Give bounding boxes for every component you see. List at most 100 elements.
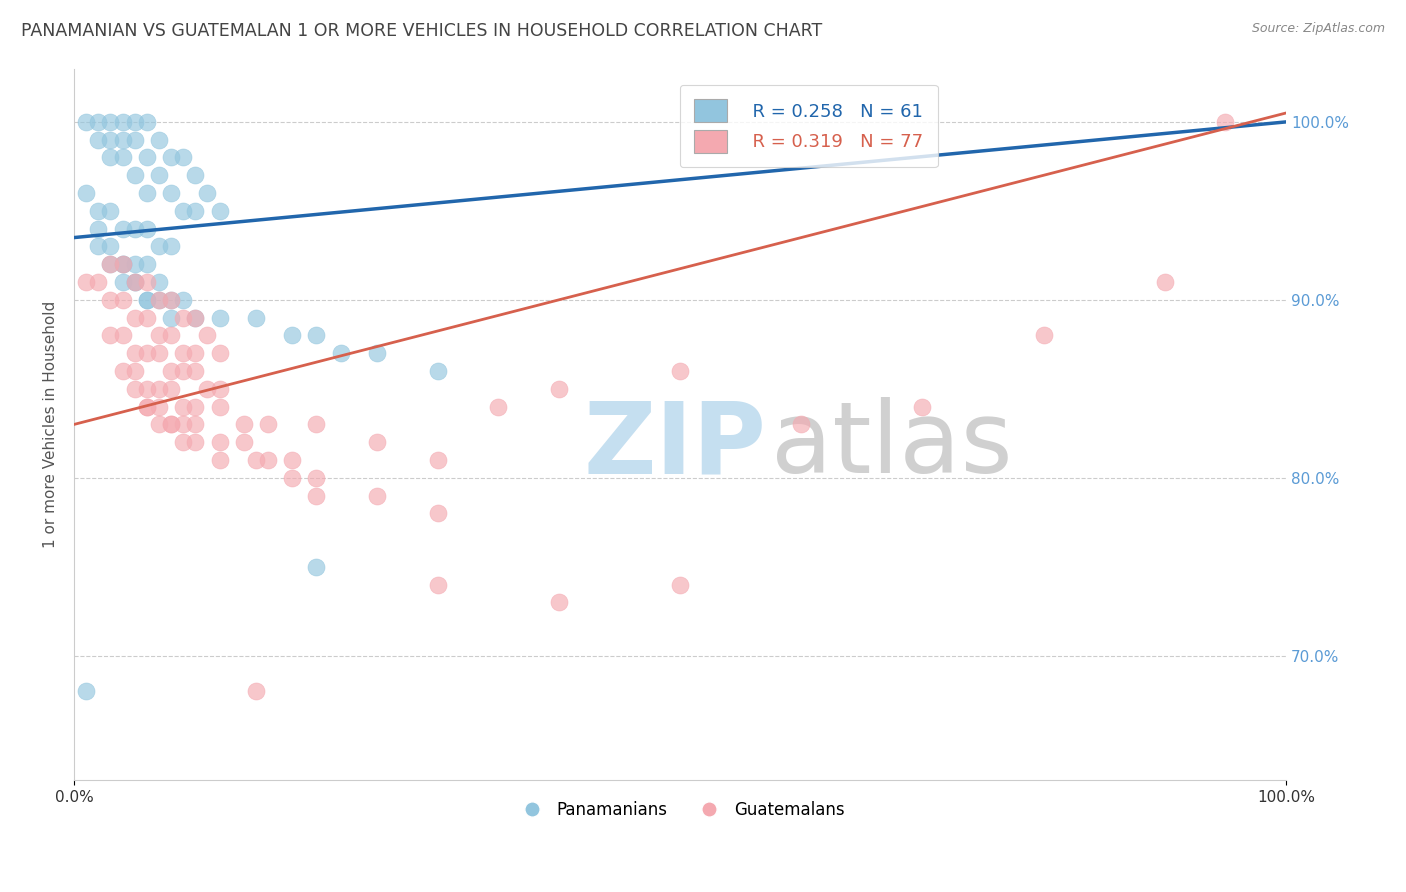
Point	[172, 364, 194, 378]
Point	[208, 203, 231, 218]
Point	[124, 364, 146, 378]
Point	[148, 239, 170, 253]
Point	[172, 417, 194, 432]
Point	[135, 346, 157, 360]
Point	[184, 400, 207, 414]
Point	[135, 257, 157, 271]
Point	[100, 115, 122, 129]
Point	[124, 275, 146, 289]
Point	[160, 364, 183, 378]
Point	[160, 239, 183, 253]
Point	[172, 310, 194, 325]
Point	[135, 382, 157, 396]
Point	[75, 115, 97, 129]
Point	[172, 293, 194, 307]
Point	[135, 151, 157, 165]
Point	[160, 186, 183, 200]
Point	[148, 417, 170, 432]
Point	[184, 364, 207, 378]
Point	[184, 435, 207, 450]
Point	[148, 328, 170, 343]
Point	[87, 221, 110, 235]
Point	[111, 133, 134, 147]
Point	[245, 684, 267, 698]
Text: ZIP: ZIP	[583, 397, 766, 494]
Point	[208, 310, 231, 325]
Point	[208, 453, 231, 467]
Point	[160, 417, 183, 432]
Point	[87, 239, 110, 253]
Point	[366, 346, 388, 360]
Point	[184, 169, 207, 183]
Point	[547, 595, 569, 609]
Point	[184, 346, 207, 360]
Point	[197, 328, 219, 343]
Point	[911, 400, 934, 414]
Point	[111, 328, 134, 343]
Point	[135, 275, 157, 289]
Point	[172, 400, 194, 414]
Point	[135, 310, 157, 325]
Point	[100, 133, 122, 147]
Point	[1215, 115, 1237, 129]
Point	[281, 453, 304, 467]
Point	[148, 293, 170, 307]
Point	[75, 275, 97, 289]
Point	[184, 310, 207, 325]
Text: atlas: atlas	[770, 397, 1012, 494]
Point	[281, 471, 304, 485]
Point	[135, 186, 157, 200]
Point	[305, 471, 328, 485]
Point	[366, 435, 388, 450]
Point	[124, 115, 146, 129]
Point	[184, 417, 207, 432]
Point	[111, 151, 134, 165]
Point	[111, 221, 134, 235]
Point	[124, 257, 146, 271]
Point	[1153, 275, 1175, 289]
Text: PANAMANIAN VS GUATEMALAN 1 OR MORE VEHICLES IN HOUSEHOLD CORRELATION CHART: PANAMANIAN VS GUATEMALAN 1 OR MORE VEHIC…	[21, 22, 823, 40]
Point	[148, 382, 170, 396]
Point	[75, 186, 97, 200]
Point	[160, 310, 183, 325]
Point	[172, 346, 194, 360]
Point	[160, 293, 183, 307]
Point	[124, 275, 146, 289]
Point	[257, 453, 280, 467]
Point	[100, 293, 122, 307]
Point	[426, 507, 449, 521]
Point	[124, 382, 146, 396]
Point	[148, 275, 170, 289]
Point	[124, 275, 146, 289]
Point	[197, 186, 219, 200]
Point	[245, 310, 267, 325]
Point	[148, 400, 170, 414]
Point	[232, 417, 254, 432]
Point	[124, 169, 146, 183]
Point	[172, 151, 194, 165]
Point	[100, 328, 122, 343]
Point	[111, 275, 134, 289]
Point	[111, 293, 134, 307]
Point	[135, 293, 157, 307]
Point	[305, 559, 328, 574]
Point	[100, 257, 122, 271]
Point	[111, 257, 134, 271]
Point	[100, 257, 122, 271]
Point	[366, 489, 388, 503]
Legend: Panamanians, Guatemalans: Panamanians, Guatemalans	[509, 794, 852, 825]
Point	[184, 203, 207, 218]
Point	[111, 257, 134, 271]
Point	[305, 328, 328, 343]
Point	[124, 310, 146, 325]
Point	[148, 293, 170, 307]
Point	[124, 221, 146, 235]
Point	[135, 221, 157, 235]
Point	[75, 684, 97, 698]
Point	[87, 203, 110, 218]
Point	[172, 203, 194, 218]
Point	[135, 400, 157, 414]
Point	[111, 364, 134, 378]
Point	[1032, 328, 1054, 343]
Point	[208, 382, 231, 396]
